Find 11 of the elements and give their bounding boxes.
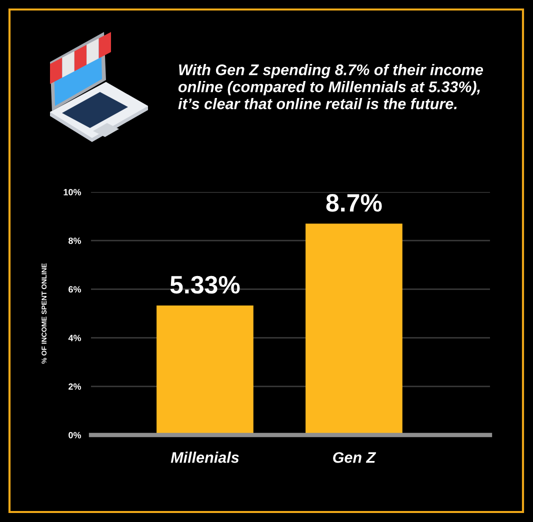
y-tick-label: 4% (68, 334, 82, 342)
y-tick-label: 2% (68, 383, 82, 390)
y-tick-label: 0% (68, 432, 82, 438)
y-tick-label: 10% (64, 188, 82, 196)
y-tick-label: 8% (68, 238, 82, 244)
y-tick-label: 6% (68, 286, 82, 293)
chart-title: With Gen Z spending 8.7% of their income online (compared to Millennials at 5.33%), it’s clear that online retail is the future. (178, 64, 484, 110)
data-label: 8.7% (326, 194, 382, 212)
data-label: 5.33% (170, 276, 240, 294)
x-tick-label: Gen Z (333, 452, 376, 463)
x-tick-label: Millenials (170, 452, 239, 463)
